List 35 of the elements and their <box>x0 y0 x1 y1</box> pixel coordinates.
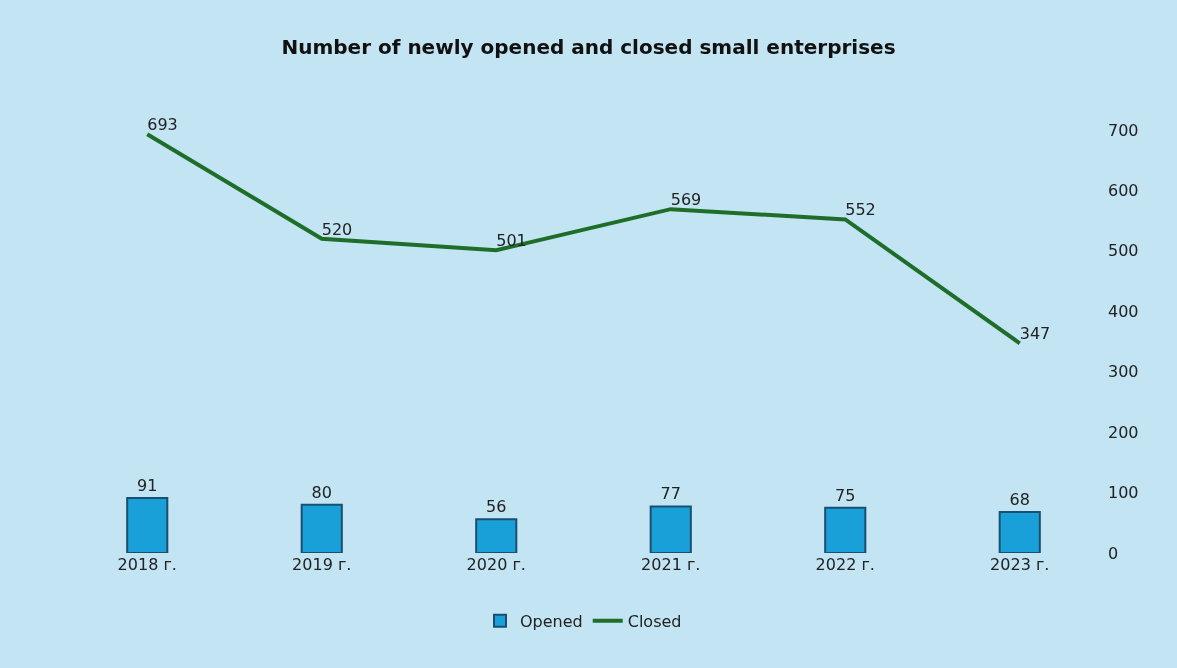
y-tick-label: 700 <box>1108 120 1139 140</box>
y-tick-label: 100 <box>1108 483 1139 503</box>
bar <box>649 505 692 553</box>
y-tick-label: 200 <box>1108 422 1139 442</box>
data-label: 68 <box>1009 489 1030 509</box>
x-tick-label: 2023 г. <box>990 555 1050 574</box>
data-label: 552 <box>845 200 876 220</box>
data-label: 77 <box>660 484 681 504</box>
data-label: 569 <box>670 190 702 210</box>
data-label: 75 <box>835 485 856 505</box>
x-tick-label: 2019 г. <box>292 555 352 574</box>
x-tick-label: 2021 г. <box>641 555 701 574</box>
x-tick-label: 2018 г. <box>117 555 177 574</box>
bar <box>824 506 867 553</box>
chart-title: Number of newly opened and closed small enterprises <box>281 35 896 60</box>
bar <box>126 497 169 553</box>
y-tick-label: 300 <box>1108 362 1139 382</box>
data-label: 347 <box>1019 324 1051 344</box>
data-label: 56 <box>486 497 507 517</box>
data-label: 80 <box>311 482 332 502</box>
y-tick-label: 600 <box>1108 181 1139 201</box>
data-label: 91 <box>137 476 158 496</box>
bar <box>300 503 343 553</box>
y-tick-label: 0 <box>1108 543 1119 563</box>
bar <box>475 518 518 553</box>
data-label: 520 <box>321 219 353 239</box>
line-series <box>145 132 1022 346</box>
y-tick-label: 500 <box>1108 241 1139 261</box>
data-label: 693 <box>147 115 178 135</box>
legend-label: Opened <box>520 611 583 631</box>
x-tick-label: 2022 г. <box>815 555 875 574</box>
y-tick-label: 400 <box>1108 301 1139 321</box>
bar <box>998 510 1041 553</box>
legend-label: Closed <box>627 611 682 631</box>
x-tick-label: 2020 г. <box>466 555 526 574</box>
